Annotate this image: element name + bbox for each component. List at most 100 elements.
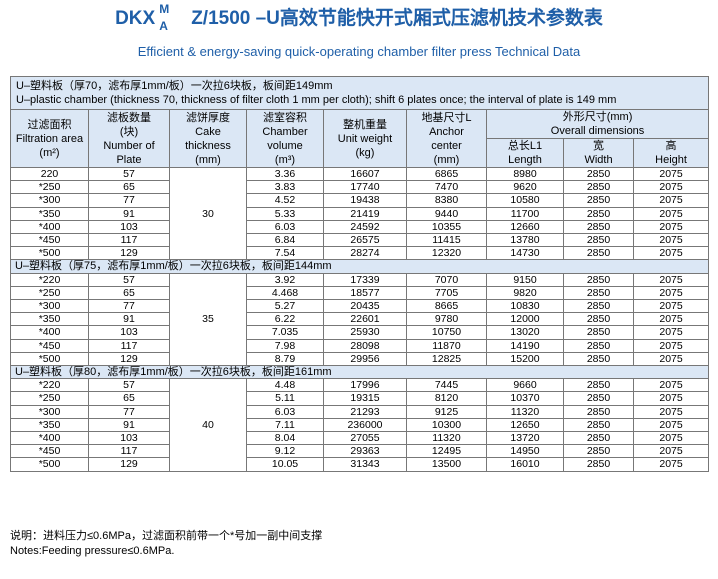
table-cell: 2075 [632,457,710,472]
cake-thickness-cell: 30 [169,166,247,261]
table-cell: *500 [10,351,89,367]
table-cell: 8980 [486,166,564,182]
table-cell: *500 [10,246,89,261]
table-cell: 2850 [563,404,634,419]
table-row: *350 91 5.33 21419 9440 11700 2850 2075 [10,206,710,221]
table-cell: 17339 [323,272,407,287]
table-cell: 65 [88,391,170,406]
table-cell: 2075 [632,233,710,248]
table-row: *250 65 5.11 19315 8120 10370 2850 2075 [10,391,710,406]
header-overall-cn: 外形尺寸(mm) [562,111,633,123]
table-cell: 24592 [323,219,407,235]
header-width: 宽 Width [563,138,634,168]
notes: 说明：进料压力≤0.6MPa，过滤面积前带一个*号加一副中间支撑 Notes:F… [10,529,322,559]
table-cell: 2075 [632,246,710,261]
table-cell: 2075 [632,180,710,195]
table-cell: 7445 [406,378,487,393]
table-cell: 2850 [563,351,634,367]
table-row: *450 117 9.12 29363 12495 14950 2850 2075 [10,444,710,459]
header-height: 高 Height [632,138,710,168]
header-weight-unit: (kg) [355,146,375,159]
table-cell: 57 [88,272,170,287]
table-row: *250 65 4.468 18577 7705 9820 2850 2075 [10,285,710,301]
table-cell: 12660 [486,219,564,235]
table-cell: 12495 [406,444,487,459]
header-overall: 外形尺寸(mm) Overall dimensions [485,109,710,139]
table-cell: 8.04 [246,431,324,446]
table-cell: 9820 [486,285,564,301]
technical-data-table: U–塑料板（厚70，滤布厚1mm/板）一次拉6块板，板间距149mm U–pla… [9,76,710,472]
table-cell: 13020 [486,325,564,340]
table-cell: 57 [88,378,170,393]
table-cell: 12650 [486,417,564,433]
page-title: DKX M A Z/1500 –U高效节能快开式厢式压滤机技术参数表 [0,3,718,32]
table-cell: 13720 [486,431,564,446]
header-length-en: Length [508,154,542,166]
header-weight-en: Unit weight [337,132,393,145]
table-body: 220 57 30 3.36 16607 6865 8980 2850 2075 *250 65 3.… [9,166,710,472]
table-cell: *400 [10,431,89,446]
table-cell: 9150 [486,272,564,287]
table-cell: 10580 [486,193,564,208]
table-cell: 9780 [406,312,487,327]
table-cell: 10750 [406,325,487,340]
table-cell: 2075 [632,312,710,327]
table-cell: 11870 [406,338,487,353]
table-cell: 2075 [632,444,710,459]
table-cell: 9660 [486,378,564,393]
table-cell: 2075 [632,285,710,301]
table-cell: 19315 [323,391,407,406]
table-cell: 2850 [563,272,634,287]
table-cell: 27055 [323,431,407,446]
table-row: *500 129 10.05 31343 13500 16010 2850 2075 [10,457,710,472]
table-cell: 2850 [563,391,634,406]
table-cell: 77 [88,193,170,208]
table-cell: 77 [88,299,170,314]
table-row: *300 77 4.52 19438 8380 10580 2850 2075 [10,193,710,208]
table-cell: 2850 [563,312,634,327]
table-cell: 19438 [323,193,407,208]
table-cell: 8.79 [246,351,324,367]
table-cell: *500 [10,457,89,472]
table-cell: 9440 [406,206,487,221]
table-cell: 91 [88,312,170,327]
table-cell: 4.468 [246,285,324,301]
title-suffix: Z/1500 –U高效节能快开式厢式压滤机技术参数表 [191,8,603,29]
table-cell: 8665 [406,299,487,314]
table-cell: 29363 [323,444,407,459]
table-cell: *350 [10,206,89,221]
table-cell: 2850 [563,378,634,393]
table-cell: 11320 [406,431,487,446]
table-row: *400 103 6.03 24592 10355 12660 2850 2075 [10,219,710,235]
header-plates-en2: Plate [116,153,142,166]
table-row: *400 103 8.04 27055 11320 13720 2850 2075 [10,431,710,446]
table-cell: 28098 [323,338,407,353]
table-cell: 2850 [563,299,634,314]
table-cell: 2075 [632,166,710,182]
table-cell: 10.05 [246,457,324,472]
table-cell: 31343 [323,457,407,472]
table-cell: 16607 [323,166,407,182]
table-cell: *350 [10,417,89,433]
table-cell: 2850 [563,417,634,433]
table-cell: 2850 [563,206,634,221]
table-cell: 103 [88,431,170,446]
table-cell: 2850 [563,325,634,340]
header-width-cn: 宽 [593,140,604,152]
table-cell: 91 [88,206,170,221]
title-prefix: DKX [115,8,156,29]
table-cell: 16010 [486,457,564,472]
table-cell: *350 [10,312,89,327]
table-cell: 12000 [486,312,564,327]
table-cell: 3.36 [246,166,324,182]
header-volume-en1: Chamber [262,125,308,138]
table-row: *450 117 6.84 26575 11415 13780 2850 2075 [10,233,710,248]
table-cell: 2075 [632,431,710,446]
table-cell: 15200 [486,351,564,367]
table-row: *500 129 8.79 29956 12825 15200 2850 2075 [10,351,710,367]
table-cell: 2850 [563,246,634,261]
group-label: U–塑料板（厚75，滤布厚1mm/板）一次拉6块板，板间距144mm [9,259,710,274]
table-cell: 129 [88,457,170,472]
table-cell: 2850 [563,431,634,446]
table-cell: 11320 [486,404,564,419]
